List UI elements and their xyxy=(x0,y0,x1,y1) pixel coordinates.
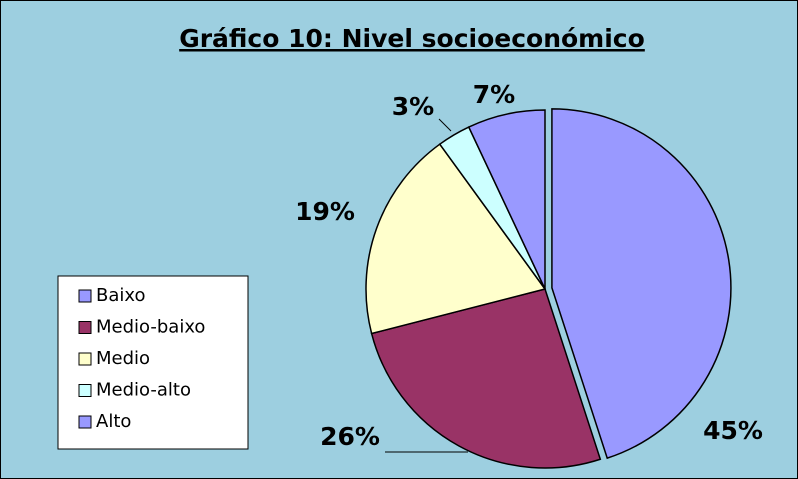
legend-swatch xyxy=(78,289,92,303)
legend-swatch xyxy=(78,415,92,429)
legend-label: Alto xyxy=(96,411,131,432)
pie-slice xyxy=(370,288,602,469)
legend-label: Medio xyxy=(96,348,150,369)
data-label: 26% xyxy=(320,422,380,451)
pie-slice xyxy=(365,143,547,335)
legend-swatch xyxy=(78,384,92,397)
chart-title: Gráfico 10: Nivel socioeconómico xyxy=(179,24,645,53)
data-label: 3% xyxy=(392,92,434,121)
legend-swatch xyxy=(78,352,92,366)
legend-label: Medio-baixo xyxy=(96,317,205,338)
legend-label: Medio-alto xyxy=(96,380,191,401)
leader-line xyxy=(438,118,452,132)
data-label: 7% xyxy=(473,80,515,109)
pie-slice xyxy=(551,108,732,460)
data-label: 19% xyxy=(295,197,355,226)
legend-swatch xyxy=(78,321,92,334)
data-label: 45% xyxy=(703,416,763,445)
pie-slice xyxy=(467,109,546,290)
legend-label: Baixo xyxy=(96,285,146,306)
